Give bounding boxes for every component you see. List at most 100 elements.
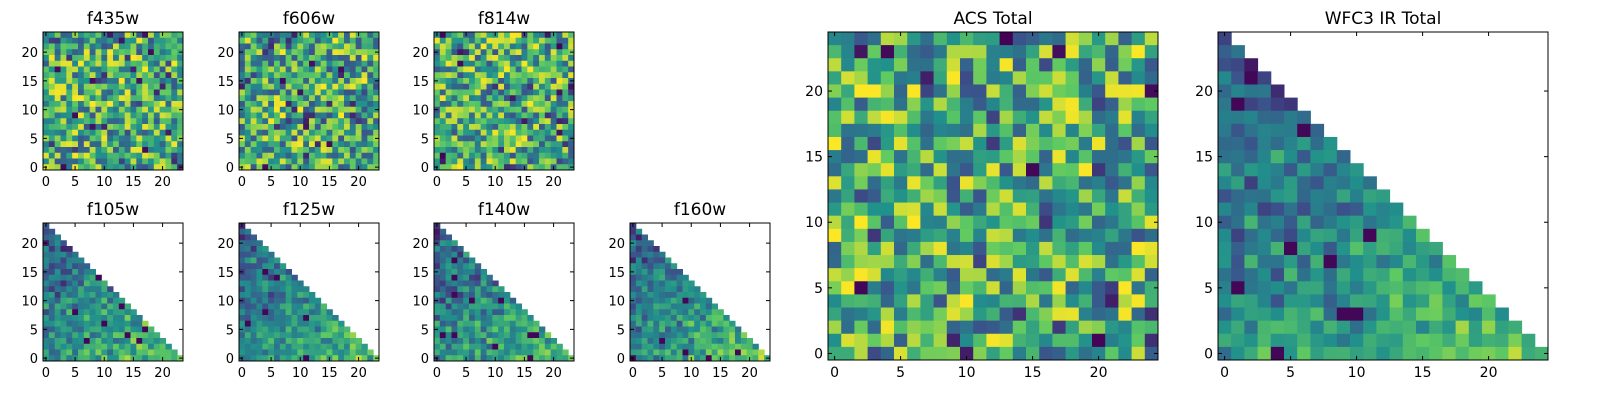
panel-title: f125w <box>283 200 335 220</box>
heatmap-cell <box>66 269 73 276</box>
heatmap-cell <box>647 251 654 258</box>
heatmap-cell <box>136 129 143 136</box>
heatmap-cell <box>262 355 269 362</box>
heatmap-cell <box>1336 189 1351 204</box>
heatmap-cell <box>682 297 689 304</box>
heatmap-cell <box>635 240 643 247</box>
heatmap-cell <box>451 112 458 119</box>
heatmap-cell <box>250 263 257 270</box>
heatmap-cell <box>309 152 316 159</box>
heatmap-cell <box>659 349 666 356</box>
heatmap-cell <box>504 355 511 362</box>
heatmap-cell <box>986 176 1001 190</box>
panel-title: f606w <box>283 9 335 29</box>
heatmap-cell <box>124 326 131 333</box>
heatmap-cell <box>118 129 126 136</box>
heatmap-cell <box>309 95 316 102</box>
heatmap-cell <box>653 343 660 350</box>
x-tick-label: 10 <box>292 175 309 190</box>
heatmap-cell <box>130 43 137 50</box>
heatmap-cell <box>95 355 102 362</box>
y-tick-label: 5 <box>421 132 429 147</box>
heatmap-cell <box>1012 32 1027 46</box>
heatmap-cell <box>89 338 96 345</box>
heatmap-cell <box>504 326 511 333</box>
heatmap-cell <box>647 338 654 345</box>
heatmap-cell <box>136 124 143 131</box>
heatmap-cell <box>136 32 143 39</box>
heatmap-cell <box>1350 320 1364 335</box>
heatmap-cell <box>256 66 263 73</box>
heatmap-cell <box>1118 150 1133 164</box>
heatmap-cell <box>262 106 269 113</box>
heatmap-cell <box>867 268 882 282</box>
heatmap-cell <box>338 124 345 131</box>
heatmap-cell <box>309 89 316 96</box>
heatmap-cell <box>239 332 246 339</box>
heatmap-cell <box>268 49 275 56</box>
heatmap-cell <box>946 176 961 190</box>
heatmap-cell <box>373 43 380 50</box>
heatmap-cell <box>142 152 149 159</box>
heatmap-cell <box>171 349 178 356</box>
x-tick-label: 0 <box>42 366 50 381</box>
heatmap-cell <box>562 124 569 131</box>
heatmap-cell <box>124 37 131 44</box>
heatmap-cell <box>1065 123 1080 138</box>
heatmap-cell <box>544 78 552 85</box>
heatmap-cell <box>469 55 476 62</box>
heatmap-cell <box>986 163 1001 177</box>
heatmap-cell <box>66 338 73 345</box>
heatmap-cell <box>509 95 517 102</box>
heatmap-cell <box>527 343 534 350</box>
heatmap-cell <box>361 147 368 154</box>
heatmap-cell <box>515 320 522 327</box>
heatmap-cell <box>349 37 357 44</box>
heatmap-cell <box>113 95 120 102</box>
heatmap-cell <box>78 349 85 356</box>
heatmap-cell <box>113 297 120 304</box>
heatmap-cell <box>297 315 304 322</box>
heatmap-cell <box>1350 228 1364 243</box>
heatmap-cell <box>486 106 493 113</box>
heatmap-cell <box>1218 163 1232 177</box>
heatmap-cell <box>118 152 126 159</box>
heatmap-cell <box>297 152 304 159</box>
heatmap-cell <box>303 66 310 73</box>
heatmap-cell <box>439 355 447 362</box>
heatmap-cell <box>1118 176 1133 190</box>
heatmap-cell <box>920 32 935 46</box>
heatmap-cell <box>285 309 292 316</box>
heatmap-cell <box>1131 268 1146 282</box>
heatmap-cell <box>101 315 108 322</box>
heatmap-cell <box>54 355 61 362</box>
heatmap-cell <box>723 320 730 327</box>
heatmap-cell <box>568 158 575 165</box>
heatmap-cell <box>1039 294 1053 309</box>
heatmap-cell <box>688 343 695 350</box>
y-tick-label: 20 <box>217 237 234 252</box>
heatmap-cell <box>83 320 91 327</box>
heatmap-cell <box>1012 97 1027 112</box>
heatmap-cell <box>469 112 476 119</box>
heatmap-cell <box>1429 346 1443 361</box>
heatmap-cell <box>1402 255 1417 269</box>
heatmap-cell <box>445 303 452 310</box>
heatmap-cell <box>361 83 368 90</box>
heatmap-cell <box>1039 202 1053 217</box>
heatmap-cell <box>1257 228 1272 243</box>
heatmap-cell <box>1144 150 1159 164</box>
heatmap-cell <box>986 189 1001 204</box>
heatmap-cell <box>676 343 683 350</box>
heatmap-cell <box>434 43 441 50</box>
heatmap-cell <box>268 60 275 67</box>
heatmap-cell <box>72 129 79 136</box>
heatmap-cell <box>894 346 908 361</box>
heatmap-cell <box>630 246 637 253</box>
heatmap-cell <box>1012 163 1027 177</box>
heatmap-cell <box>451 297 458 304</box>
heatmap-cell <box>1026 255 1040 269</box>
heatmap-cell <box>89 141 96 148</box>
heatmap-cell <box>1402 307 1417 322</box>
heatmap-cell <box>999 32 1014 46</box>
